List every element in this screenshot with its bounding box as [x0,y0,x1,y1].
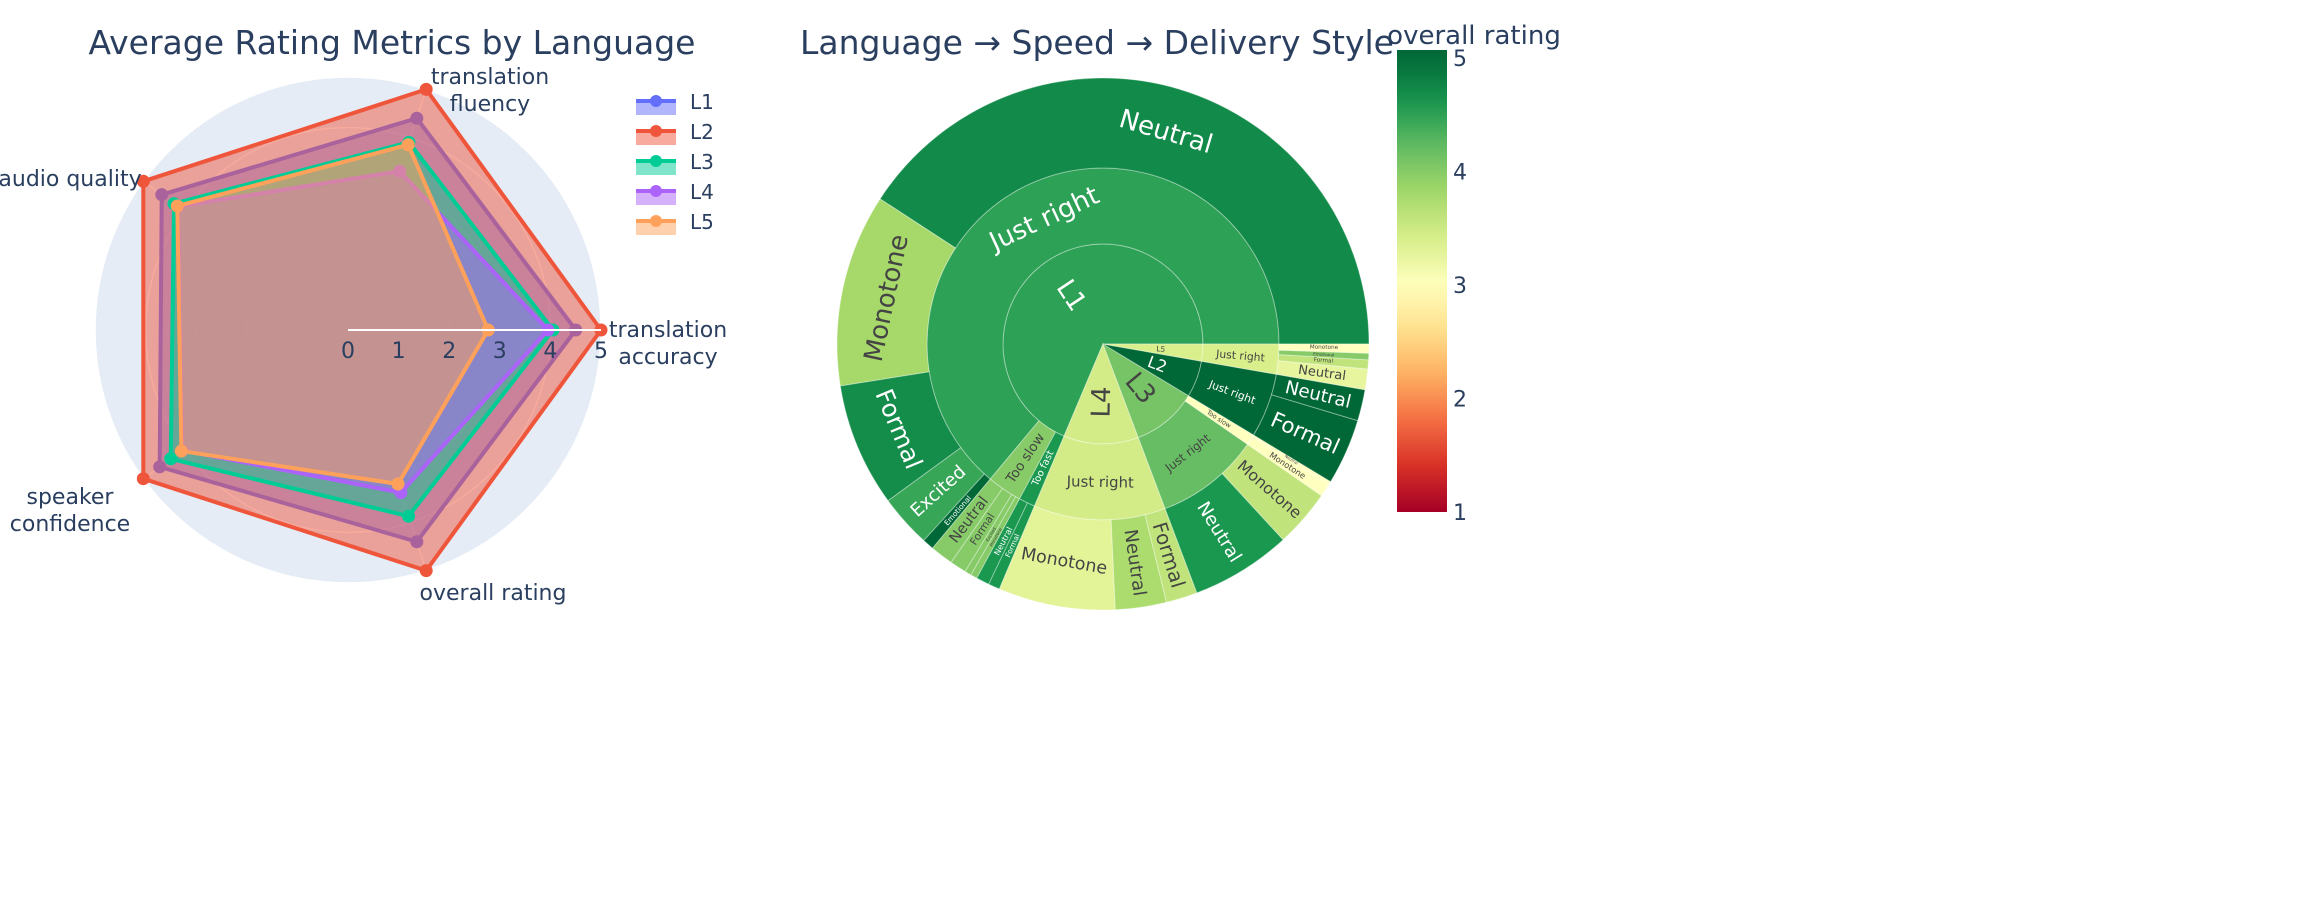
radial-tick-label: 5 [594,339,608,364]
angular-axis-label-line: overall rating [420,581,567,606]
legend-marker [650,185,662,197]
sunburst-label: Just right [1066,472,1135,491]
angular-axis-label-line: fluency [450,92,530,117]
sunburst-label: Emotional [1313,351,1334,357]
sunburst-segment-excited[interactable] [887,447,986,542]
radar-title: Average Rating Metrics by Language [89,23,696,62]
colorbar-tick-label: 2 [1453,387,1467,412]
sunburst-segment-neutral[interactable] [879,77,1370,345]
legend-item-L5[interactable]: L5 [636,210,714,235]
sunburst-segment-just-right[interactable] [1200,343,1280,375]
angular-axis-label-line: audio quality [0,167,142,192]
sunburst-label: Neutral [1297,363,1347,384]
angular-axis-label-line: accuracy [618,345,717,370]
angular-axis-label: speaker confidence [10,485,130,537]
angular-axis-label: audio quality [0,167,142,192]
series-L5-point [391,477,405,491]
sunburst-segment-monotone[interactable] [1278,343,1370,354]
sunburst-label: Neutral [1284,454,1299,466]
legend-item-L1[interactable]: L1 [636,90,714,115]
legend-swatch [636,101,676,115]
legend-marker [650,215,662,227]
radial-tick-label: 4 [543,339,557,364]
radial-tick-label: 2 [442,339,456,364]
radial-tick-label: 0 [341,339,355,364]
series-L3-point [164,452,178,466]
series-L2-point [419,82,433,96]
legend-label: L4 [690,180,714,204]
sunburst-segment-formal[interactable] [950,487,1013,573]
angular-axis-label-line: speaker [27,485,115,510]
legend-label: L2 [690,120,714,144]
colorbar-tick-label: 1 [1453,501,1467,526]
colorbar-tick-label: 5 [1453,47,1467,72]
legend-marker [650,125,662,137]
colorbar-tick-label: 3 [1453,274,1467,299]
sunburst-segment-too-slow[interactable] [989,420,1057,500]
sunburst-segment-monotone[interactable] [836,198,957,387]
radial-tick-label: 1 [392,339,406,364]
sunburst-segment-emotional[interactable] [1278,349,1370,361]
sunburst-segment-l1[interactable] [1002,243,1204,437]
legend-label: L5 [690,210,714,234]
legend-marker [650,155,662,167]
legend-swatch [636,161,676,175]
colorbar: overall rating 1 2 3 4 5 [1387,21,1561,526]
angular-axis-label-line: translation [431,65,549,90]
angular-axis-label: overall rating [420,581,567,606]
sunburst-segment-neutral[interactable] [976,498,1029,585]
angular-axis-label: translation fluency [431,65,549,117]
series-L5-point [174,444,188,458]
series-L5-point [401,138,415,152]
series-L5-point [170,199,184,213]
legend-item-L4[interactable]: L4 [636,180,714,205]
sunburst-label: Just right [1215,347,1266,364]
sunburst-title: Language → Speed → Delivery Style [800,23,1394,62]
sunburst-label: Formal [1313,357,1333,365]
sunburst-segment-just-right[interactable] [926,167,1280,480]
series-L2-point [136,174,150,188]
colorbar-title: overall rating [1387,21,1561,51]
sunburst-segment-too-fast[interactable] [1018,431,1065,507]
angular-axis-label-line: translation [609,318,727,343]
legend-swatch [636,221,676,235]
legend-swatch [636,131,676,145]
sunburst-segment-excited[interactable] [964,493,1017,576]
sunburst-segment-formal[interactable] [1144,508,1198,603]
series-L5-area [175,142,491,486]
legend-item-L3[interactable]: L3 [636,150,714,175]
legend: L1 L2 L3 L4 L5 [636,90,714,235]
radial-tick-label: 3 [493,339,507,364]
sunburst-label: L5 [1156,344,1166,354]
series-L3-point [402,509,416,523]
legend-marker [650,95,662,107]
legend-label: L3 [690,150,714,174]
sunburst-segment-formal[interactable] [1252,394,1359,483]
sunburst-segment-neutral[interactable] [931,478,1004,564]
angular-axis-label: translation accuracy [609,318,727,370]
legend-swatch [636,191,676,205]
sunburst-label: L4 [1087,386,1118,418]
series-L2-point [136,472,150,486]
series-L2-point [419,564,433,578]
sunburst-segment-just-right[interactable] [1033,435,1166,521]
legend-label: L1 [690,90,714,114]
legend-item-L2[interactable]: L2 [636,120,714,145]
sunburst-segment-formal[interactable] [839,371,962,502]
colorbar-tick-label: 4 [1453,160,1467,185]
sunburst-label: Monotone [1310,345,1339,352]
angular-axis-label-line: confidence [10,512,130,537]
sunburst-segment-neutral[interactable] [1164,472,1284,594]
sunburst-segment-neutral[interactable] [1251,434,1332,486]
colorbar-scale [1397,50,1447,512]
